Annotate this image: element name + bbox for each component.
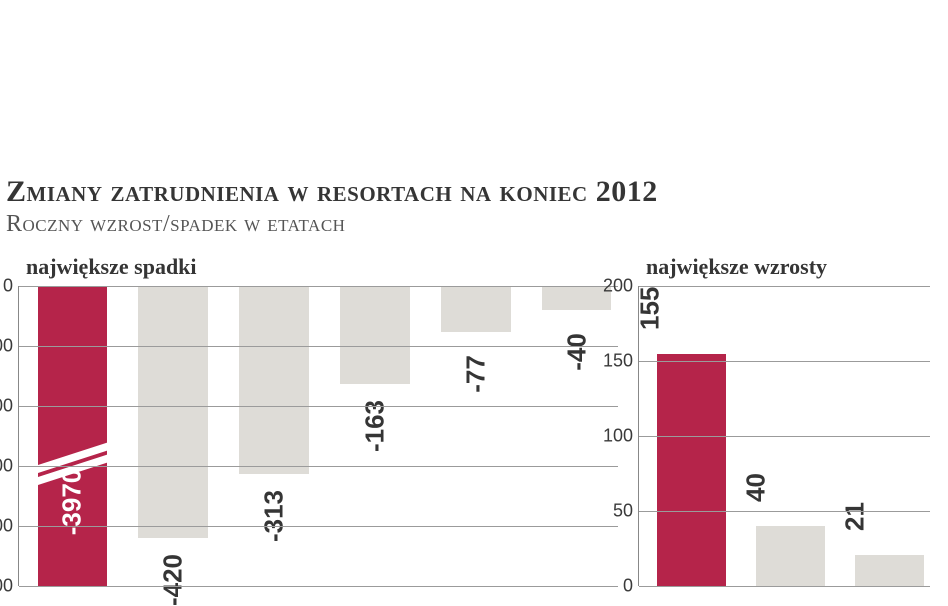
gridline [19, 466, 618, 467]
bar-value-label: -77 [460, 355, 491, 393]
bar-value-label: -313 [259, 490, 290, 542]
bar-slot: -163 [333, 286, 416, 586]
bars-decreases: -3970-420 -313 -163 -77 -40 [19, 286, 618, 586]
plot-decreases: -3970-420-313-163-77-40 -500-400-300-200… [18, 286, 618, 586]
gridline [639, 511, 930, 512]
bar-value-label: -420 [158, 554, 189, 606]
chart-subtitle: Roczny wzrost/spadek w etatach [6, 211, 948, 238]
bar-value-label: 21 [839, 502, 875, 531]
chart-title: Zmiany zatrudnienia w resortach na konie… [6, 175, 948, 209]
bar [542, 286, 612, 310]
bar-slot: -313 [233, 286, 316, 586]
gridline [639, 286, 930, 287]
bar-value-label: 155 [634, 286, 670, 329]
bar [239, 286, 309, 474]
y-axis-tick-label: -500 [0, 576, 13, 597]
bar-slot: -420 [132, 286, 215, 586]
bar [756, 526, 824, 586]
bar-value-label: -163 [359, 400, 390, 452]
y-axis-tick-label: -400 [0, 516, 13, 537]
bar [441, 286, 511, 332]
y-axis-tick-label: 100 [603, 426, 633, 447]
bar-highlight [657, 354, 725, 587]
page: Zmiany zatrudnienia w resortach na konie… [0, 0, 948, 593]
plot-increases: 1554021 050100150200 [638, 286, 930, 586]
gridline [19, 586, 618, 587]
bar-slot: -77 [434, 286, 517, 586]
panel-increases-title: największe wzrosty [646, 254, 930, 280]
bar [855, 555, 923, 587]
gridline [639, 586, 930, 587]
title-block: Zmiany zatrudnienia w resortach na konie… [0, 175, 948, 238]
gridline [639, 436, 930, 437]
charts-row: największe spadki -3970-420 -313 -163 -77 -4… [18, 254, 930, 593]
gridline [19, 526, 618, 527]
gridline [19, 346, 618, 347]
y-axis-tick-label: -200 [0, 396, 13, 417]
panel-decreases-title: największe spadki [26, 254, 618, 280]
bar [138, 286, 208, 538]
y-axis-tick-label: 0 [3, 276, 13, 297]
y-axis-tick-label: 150 [603, 351, 633, 372]
y-axis-tick-label: 50 [613, 501, 633, 522]
bar-value-label: -40 [561, 333, 592, 371]
gridline [639, 361, 930, 362]
panel-increases: największe wzrosty 1554021 050100150200 [638, 254, 930, 593]
y-axis-tick-label: 200 [603, 276, 633, 297]
bar [340, 286, 410, 384]
gridline [19, 406, 618, 407]
gridline [19, 286, 618, 287]
y-axis-tick-label: -300 [0, 456, 13, 477]
bar-slot: -3970 [31, 286, 114, 586]
y-axis-tick-label: -100 [0, 336, 13, 357]
y-axis-tick-label: 0 [623, 576, 633, 597]
bar-value-label: 40 [740, 473, 776, 502]
bar-highlight [38, 286, 108, 586]
panel-decreases: największe spadki -3970-420 -313 -163 -77 -4… [18, 254, 618, 593]
